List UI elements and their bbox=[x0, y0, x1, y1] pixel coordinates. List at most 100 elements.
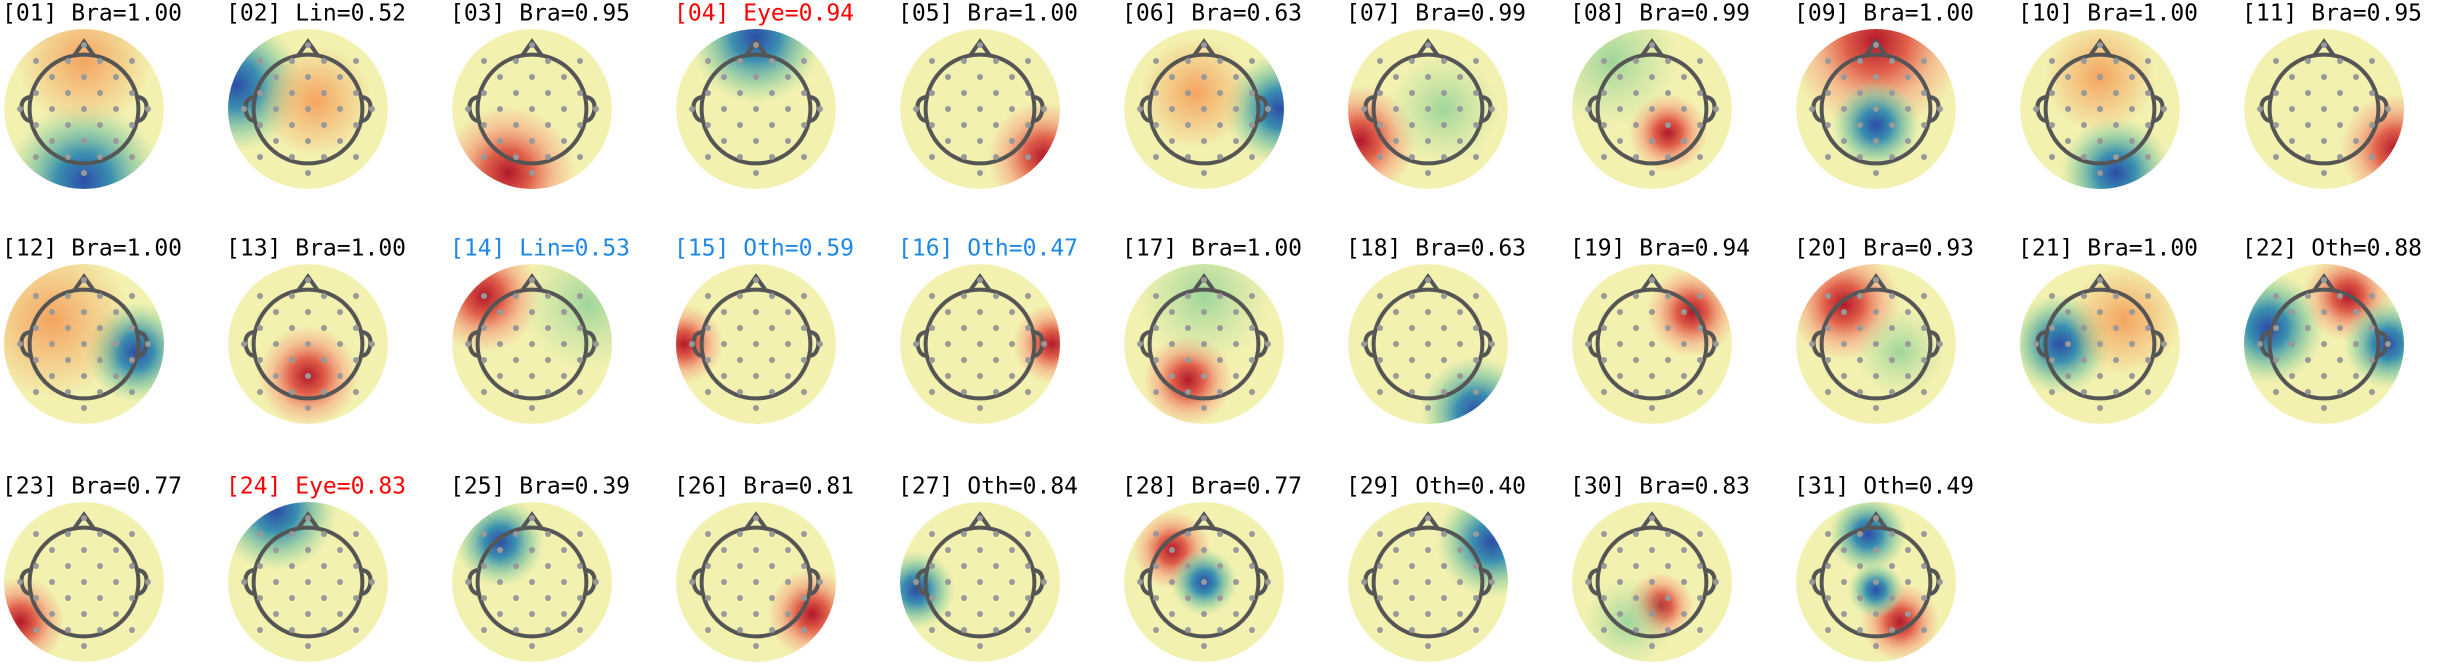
electrode bbox=[33, 357, 39, 363]
topomap: [04] Eye=0.94 bbox=[674, 1, 854, 189]
electrode bbox=[2369, 389, 2375, 395]
electrode bbox=[1601, 389, 1607, 395]
topomap-blob bbox=[1848, 562, 1904, 618]
electrode bbox=[2273, 389, 2279, 395]
electrode bbox=[945, 106, 951, 112]
electrode bbox=[1473, 389, 1479, 395]
electrode bbox=[33, 58, 39, 64]
topomap-blob bbox=[2060, 117, 2172, 189]
electrode bbox=[337, 579, 343, 585]
electrode bbox=[97, 122, 103, 128]
electrode bbox=[2305, 58, 2311, 64]
electrode bbox=[321, 293, 327, 299]
electrode bbox=[1921, 595, 1927, 601]
electrode bbox=[977, 277, 983, 283]
electrode bbox=[1153, 357, 1159, 363]
electrode bbox=[1153, 627, 1159, 633]
electrode bbox=[1633, 563, 1639, 569]
electrode bbox=[65, 627, 71, 633]
electrode bbox=[497, 373, 503, 379]
electrode bbox=[529, 42, 535, 48]
electrode bbox=[2369, 122, 2375, 128]
electrode bbox=[2273, 58, 2279, 64]
nose bbox=[296, 273, 320, 292]
electrode bbox=[1937, 341, 1943, 347]
electrode bbox=[769, 122, 775, 128]
electrode bbox=[529, 74, 535, 80]
electrode bbox=[1041, 341, 1047, 347]
electrode bbox=[801, 90, 807, 96]
electrode bbox=[561, 341, 567, 347]
electrode bbox=[1889, 389, 1895, 395]
electrode bbox=[1713, 579, 1719, 585]
electrode bbox=[97, 563, 103, 569]
electrode bbox=[1265, 341, 1271, 347]
electrode bbox=[353, 531, 359, 537]
electrode bbox=[705, 357, 711, 363]
electrode bbox=[33, 122, 39, 128]
electrode bbox=[1473, 122, 1479, 128]
electrode bbox=[1713, 106, 1719, 112]
electrode bbox=[1921, 357, 1927, 363]
electrode bbox=[65, 357, 71, 363]
electrode bbox=[737, 122, 743, 128]
electrode bbox=[257, 627, 263, 633]
topomap-fill bbox=[2020, 29, 2180, 189]
electrode bbox=[1409, 627, 1415, 633]
electrode bbox=[2145, 122, 2151, 128]
electrode bbox=[33, 531, 39, 537]
electrode bbox=[1233, 138, 1239, 144]
electrode bbox=[817, 579, 823, 585]
electrode bbox=[1441, 531, 1447, 537]
electrode bbox=[2065, 341, 2071, 347]
electrode bbox=[1201, 341, 1207, 347]
electrode bbox=[1009, 138, 1015, 144]
head-outline bbox=[2267, 52, 2381, 166]
electrode bbox=[1201, 138, 1207, 144]
electrode bbox=[1937, 106, 1943, 112]
electrode bbox=[929, 357, 935, 363]
electrode bbox=[513, 293, 519, 299]
electrode bbox=[1857, 627, 1863, 633]
electrode bbox=[113, 611, 119, 617]
electrode bbox=[241, 579, 247, 585]
electrode bbox=[305, 138, 311, 144]
electrode bbox=[1185, 122, 1191, 128]
electrode bbox=[241, 341, 247, 347]
component-label: [26] Bra=0.81 bbox=[674, 474, 854, 500]
electrode bbox=[33, 389, 39, 395]
electrode bbox=[65, 389, 71, 395]
electrode bbox=[705, 627, 711, 633]
electrode bbox=[705, 122, 711, 128]
electrode bbox=[1665, 293, 1671, 299]
electrode bbox=[1697, 58, 1703, 64]
topomap-fill bbox=[676, 264, 836, 424]
electrode bbox=[1025, 325, 1031, 331]
electrode bbox=[721, 547, 727, 553]
electrode bbox=[1825, 563, 1831, 569]
electrode bbox=[801, 563, 807, 569]
electrode bbox=[1633, 531, 1639, 537]
electrode bbox=[1041, 106, 1047, 112]
electrode bbox=[2145, 389, 2151, 395]
electrode bbox=[97, 90, 103, 96]
topomap-fill bbox=[1348, 29, 1508, 189]
electrode bbox=[961, 563, 967, 569]
electrode bbox=[1393, 309, 1399, 315]
electrode bbox=[1249, 90, 1255, 96]
electrode bbox=[769, 595, 775, 601]
electrode bbox=[2321, 42, 2327, 48]
electrode bbox=[529, 643, 535, 649]
electrode bbox=[129, 90, 135, 96]
electrode bbox=[1425, 42, 1431, 48]
electrode bbox=[321, 389, 327, 395]
electrode bbox=[705, 154, 711, 160]
electrode bbox=[2337, 325, 2343, 331]
electrode bbox=[2097, 373, 2103, 379]
electrode bbox=[129, 154, 135, 160]
component-label: [18] Bra=0.63 bbox=[1346, 236, 1526, 262]
electrode bbox=[593, 341, 599, 347]
electrode bbox=[1217, 627, 1223, 633]
electrode bbox=[1473, 293, 1479, 299]
topomap-blob bbox=[1436, 502, 1508, 598]
